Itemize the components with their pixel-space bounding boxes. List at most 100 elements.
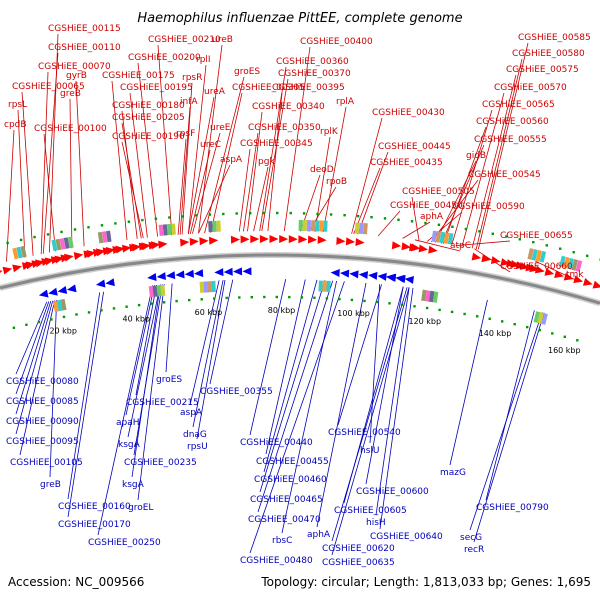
tick-label: 120 kbp [408,317,441,326]
forward-label: CGSHiEE_00195 [120,83,193,93]
forward-label: CGSHiEE_00110 [48,43,121,53]
feature-block [12,247,19,260]
forward-callout-line [253,166,269,232]
tick-dot [46,233,50,236]
reverse-label: CGSHiEE_00620 [322,544,395,554]
feature-block [56,299,63,312]
forward-label: CGSHiEE_00340 [252,102,325,112]
forward-label: CGSHiEE_00445 [378,142,451,152]
reverse-label: mazG [440,468,466,478]
tick-dot [410,220,414,223]
tick-label: 80 kbp [268,306,296,315]
reverse-label: CGSHiEE_00085 [6,397,79,407]
forward-label: CGSHiEE_00565 [482,100,555,110]
forward-label: atpC [450,241,471,251]
tick-dot [181,215,184,218]
tick-dot [276,211,279,215]
reverse-label: groEL [128,503,153,513]
forward-label: ureB [212,35,233,45]
reverse-gene-arrow [349,270,359,279]
tick-dot [545,244,548,247]
feature-block [323,220,328,232]
forward-gene-arrow [105,246,116,255]
feature-block [358,222,364,235]
forward-label: rpoB [326,177,347,187]
forward-gene-arrow [2,266,13,275]
forward-gene-arrow [240,235,250,244]
feature-block [428,290,435,303]
reverse-gene-arrow [184,269,194,278]
genome-summary-text: Topology: circular; Length: 1,813,033 bp… [260,575,591,589]
feature-block [306,220,312,232]
forward-callout-line [455,240,511,246]
forward-label: CGSHiEE_00655 [500,231,573,241]
forward-label: CGSHiEE_00590 [452,202,525,212]
forward-label: aspA [220,155,243,165]
forward-callout-line [17,109,26,258]
forward-gene-arrow [490,256,501,264]
feature-block [55,238,62,251]
forward-gene-arrow [428,245,438,254]
forward-callout-line [322,106,347,233]
forward-label: CGSHiEE_00175 [102,71,175,81]
reverse-label: CGSHiEE_00480 [240,556,313,566]
reverse-gene-arrow [105,278,115,287]
feature-block [162,224,168,236]
backbone-arc [0,253,600,305]
forward-label: CGSHiEE_00570 [494,83,567,93]
reverse-gene-arrow [395,274,405,283]
reverse-label: greB [40,480,61,490]
tick-dot [100,224,104,227]
feature-block [326,280,331,292]
forward-gene-arrow [64,253,74,262]
reverse-callout-line [281,280,337,534]
tick-dot [383,217,387,220]
forward-label: CGSHiEE_00350 [248,123,321,133]
forward-label: CGSHiEE_00430 [372,108,445,118]
reverse-callout-line [131,284,161,478]
tick-dot [150,302,153,305]
forward-label: cpdB [4,120,27,130]
forward-gene-arrow [515,261,526,270]
reverse-gene-arrow [242,267,252,276]
feature-block [354,222,360,234]
forward-gene-arrow [582,278,593,286]
forward-callout-line [198,44,223,234]
feature-block [208,221,213,233]
feature-block [318,280,323,292]
feature-block [439,231,446,244]
forward-gene-arrow [336,236,346,245]
forward-label: CGSHiEE_00395 [272,83,345,93]
feature-block [152,285,158,297]
reverse-label: CGSHiEE_00235 [124,458,197,468]
forward-gene-arrow [138,242,149,251]
reverse-callout-line [15,300,54,435]
forward-label: ureA [204,87,226,97]
forward-callout-line [129,92,148,238]
feature-tracks [0,219,600,325]
reverse-label: rbsC [272,536,292,546]
feature-block [171,223,176,235]
reverse-label: secG [460,533,482,543]
forward-gene-arrow [209,236,219,245]
reverse-callout-line [331,287,410,556]
reverse-label: CGSHiEE_00540 [328,428,401,438]
reverse-gene-arrow [48,287,58,296]
tick-dot [413,305,416,308]
forward-gene-arrow [298,235,308,244]
forward-gene-arrow [409,243,419,252]
forward-callout-line [414,239,461,252]
tick-dot [87,226,90,229]
reverse-gene-arrow [156,272,166,281]
tick-dot [225,296,228,300]
reverse-gene-arrow [340,269,350,278]
reverse-gene-arrow [358,271,369,280]
reverse-callout-line [337,284,382,426]
reverse-label: CGSHiEE_00465 [250,495,323,505]
tick-dot [235,212,238,215]
forward-callout-line [204,76,245,234]
reverse-gene-arrow [214,268,224,277]
feature-block [535,249,543,262]
forward-callout-line [6,129,15,262]
reverse-callout-line [165,283,173,373]
